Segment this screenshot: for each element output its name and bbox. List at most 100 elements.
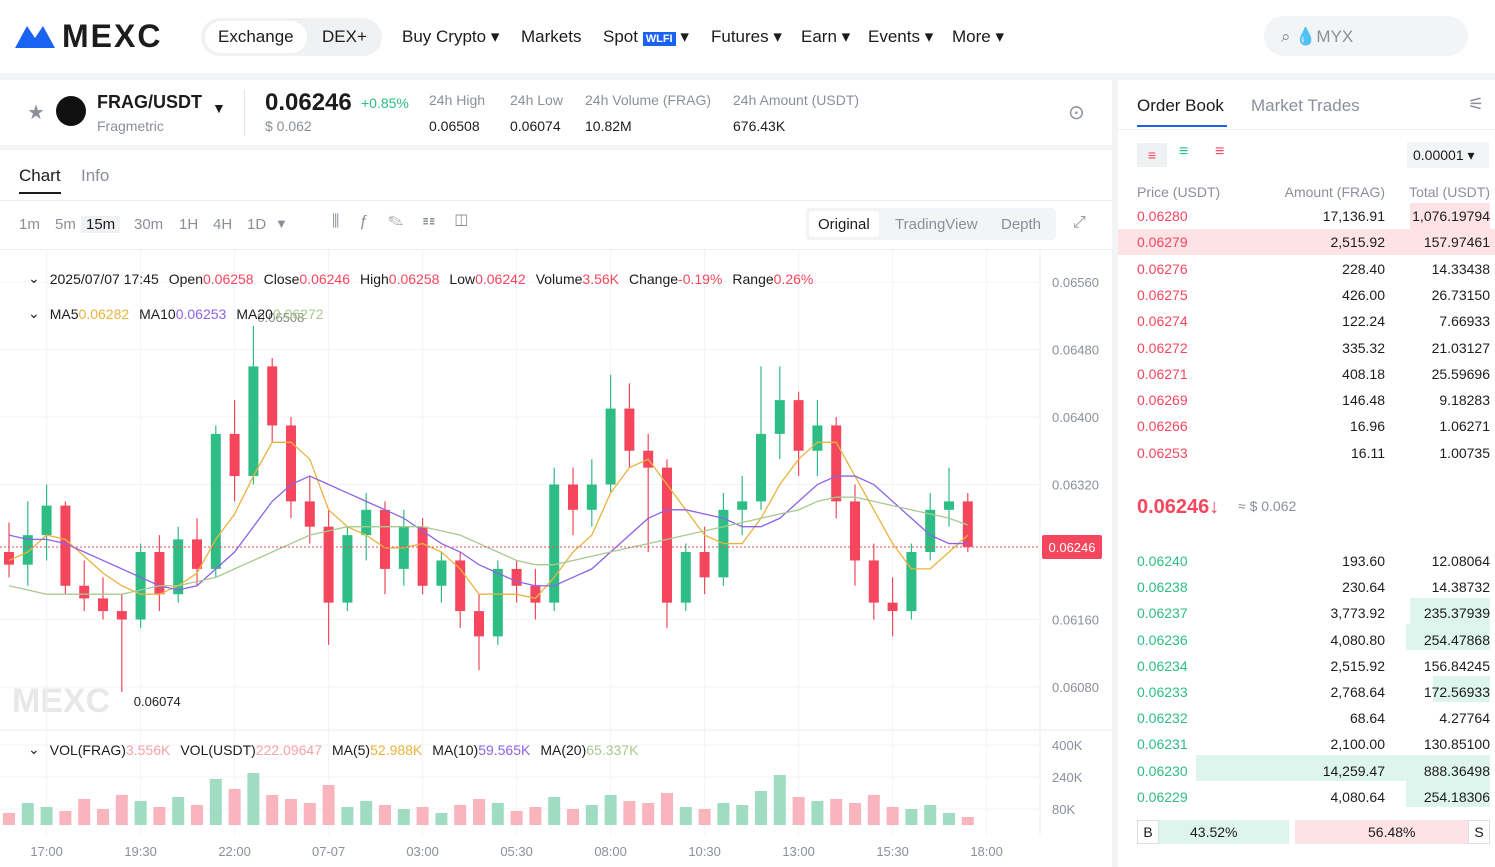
candle-body (850, 501, 860, 561)
interval[interactable]: 30m (134, 216, 164, 233)
menu-item[interactable]: Buy Crypto ▾ (402, 27, 500, 46)
volume-bar (585, 805, 598, 825)
volume-bar (59, 811, 72, 825)
view-option[interactable]: Original (818, 216, 870, 233)
tab[interactable]: DEX+ (322, 27, 367, 46)
ob-price: 0.06236 (1137, 631, 1188, 648)
layout-bids[interactable]: ≡ (1179, 143, 1189, 160)
menu-item[interactable]: Spot WLFI ▾ (603, 27, 689, 46)
legend-item: Open0.06258 (169, 271, 254, 287)
ma-value: 0.06272 (272, 305, 324, 322)
candle-body (812, 425, 823, 451)
y-tick-label: 0.06480 (1052, 343, 1099, 358)
vol-item: MA(20)65.337K (540, 742, 638, 758)
layout-asks[interactable]: ≡ (1215, 143, 1225, 160)
ob-total: 130.85100 (1423, 736, 1490, 753)
menu-item[interactable]: Markets (521, 27, 582, 46)
ob-total: 254.18306 (1423, 788, 1490, 805)
candle-body (417, 526, 428, 586)
volume-bar (266, 795, 279, 825)
caret[interactable]: ▼ (212, 100, 226, 116)
ma-label: MA5 (49, 305, 79, 322)
toggle[interactable]: ⌄ (28, 270, 40, 286)
menu-item[interactable]: Events ▾ (868, 27, 934, 46)
precision[interactable]: 0.00001 ▾ (1407, 142, 1489, 168)
play-button[interactable]: ⊙ (1068, 102, 1085, 124)
ob-total: 1.00735 (1439, 444, 1490, 461)
vol-label: MA(10) (432, 741, 479, 758)
volume-bar (773, 775, 786, 825)
fullscreen[interactable]: ⤢ (1073, 214, 1086, 231)
vol-label: VOL(FRAG) (49, 741, 126, 758)
interval[interactable]: 4H (213, 216, 233, 233)
chart-tab[interactable]: Info (81, 166, 110, 185)
ma-line (8, 441, 969, 600)
candle-body (605, 408, 616, 485)
interval[interactable]: 1m (19, 216, 40, 233)
legend-label: Close (263, 270, 300, 287)
ob-total: 1,076.19794 (1412, 208, 1490, 224)
favorite[interactable]: ★ (27, 102, 45, 124)
ma-label: MA10 (139, 305, 176, 322)
volume-bar (115, 795, 128, 825)
interval[interactable]: 15m (81, 216, 121, 233)
interval-caret[interactable]: ▼ (275, 216, 288, 231)
volume-bar (905, 809, 918, 825)
coin-name: Fragmetric (97, 118, 164, 134)
ob-tab[interactable]: Order Book (1137, 96, 1224, 115)
badge: WLFI (642, 32, 676, 46)
ob-amount: 122.24 (1342, 313, 1385, 330)
ob-price: 0.06280 (1137, 208, 1188, 224)
x-tick-label: 18:00 (970, 844, 1003, 859)
stat-label: 24h Amount (USDT) (733, 92, 860, 108)
ob-amount: 16.11 (1351, 444, 1385, 461)
volume-bar (247, 773, 260, 825)
candle-body (944, 501, 954, 510)
sell-bar (1295, 820, 1490, 844)
y-tick-label: 0.06080 (1052, 680, 1099, 695)
volume-bar (21, 803, 34, 825)
volume-bar (943, 813, 955, 825)
ma-item: MA50.06282 (50, 306, 129, 322)
volume-bar (679, 807, 692, 825)
pair[interactable]: FRAG/USDT (97, 92, 202, 112)
settings[interactable]: ⚟ (1468, 94, 1485, 114)
vol-value: 222.09647 (255, 741, 322, 758)
menu-item[interactable]: Futures ▾ (711, 27, 782, 46)
y-tick-label: 0.06400 (1052, 410, 1099, 425)
depth-bar (1433, 676, 1490, 702)
volume-bar (886, 807, 899, 825)
volume-bar (604, 795, 617, 825)
view-option[interactable]: TradingView (895, 216, 978, 233)
chart-tab[interactable]: Chart (19, 166, 61, 185)
interval[interactable]: 1D (247, 216, 267, 233)
menu-item[interactable]: Earn ▾ (801, 27, 851, 46)
x-tick-label: 10:30 (688, 844, 721, 859)
ob-amount: 426.00 (1342, 286, 1385, 303)
toggle[interactable]: ⌄ (28, 741, 40, 757)
tab[interactable]: Exchange (205, 21, 307, 53)
candle-body (135, 552, 146, 620)
search-box[interactable] (1264, 16, 1468, 56)
ob-price: 0.06271 (1137, 365, 1188, 382)
ob-price: 0.06274 (1137, 313, 1188, 330)
volume-bar (97, 809, 109, 825)
sell-ratio: 56.48% (1368, 824, 1416, 840)
interval[interactable]: 1H (179, 216, 199, 233)
ob-tab[interactable]: Market Trades (1251, 96, 1360, 115)
volume-bar (830, 799, 843, 825)
ob-total: 888.36498 (1423, 762, 1490, 779)
view-option[interactable]: Depth (1001, 216, 1042, 233)
toggle[interactable]: ⌄ (28, 305, 40, 321)
ob-total: 172.56933 (1423, 684, 1490, 700)
stat-label: 24h High (429, 92, 486, 108)
volume-bar (209, 779, 222, 825)
watermark: MEXC (12, 682, 110, 720)
volume-bar (172, 797, 185, 825)
layout-both[interactable]: ≡ (1137, 143, 1167, 167)
volume-bar (961, 817, 974, 825)
stat-label: 24h Low (510, 92, 563, 108)
interval[interactable]: 5m (55, 216, 76, 233)
menu-item[interactable]: More ▾ (952, 27, 1004, 46)
tool-icons[interactable]: ⫼ƒ✎☷◫ (332, 213, 488, 230)
